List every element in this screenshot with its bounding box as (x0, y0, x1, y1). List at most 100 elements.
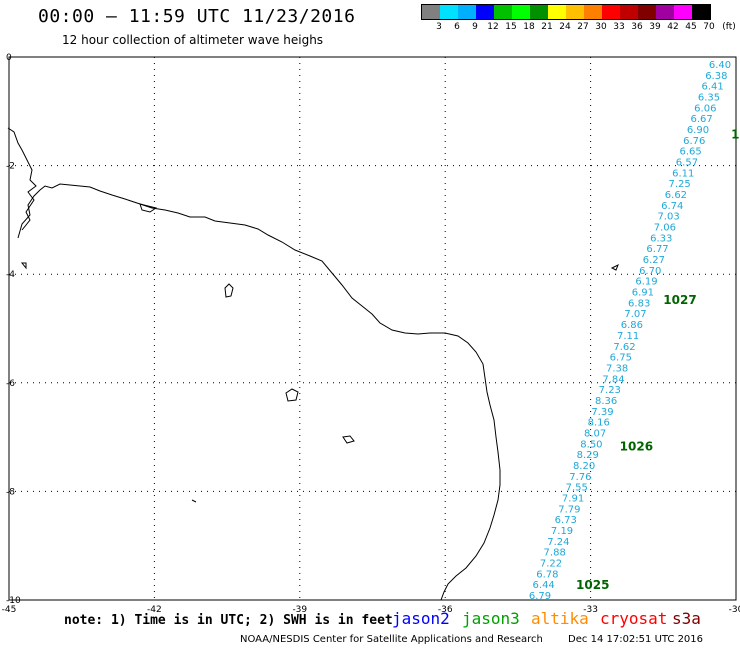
swh-value: 8.36 (595, 396, 617, 407)
swh-value: 7.39 (591, 407, 613, 418)
island (191, 499, 197, 503)
scale-label: 15 (505, 22, 517, 32)
swh-value: 8.20 (573, 461, 595, 472)
pressure-label: 10 (731, 127, 740, 141)
x-tick-label: -42 (147, 605, 162, 615)
map-grid (9, 57, 736, 600)
scale-label: 70 (703, 22, 715, 32)
swh-value: 6.41 (702, 82, 724, 93)
swh-value: 7.25 (668, 179, 690, 190)
satellite-altika: altika (531, 609, 589, 628)
scale-swatch (422, 5, 440, 19)
scale-label: 45 (685, 22, 697, 32)
swh-value: 7.06 (654, 223, 676, 234)
swh-value: 6.67 (690, 114, 712, 125)
x-tick-label: -33 (583, 605, 598, 615)
swh-value: 6.40 (709, 60, 731, 71)
south-america-coastline (17, 183, 501, 601)
scale-swatch (638, 5, 656, 19)
x-tick-label: -39 (292, 605, 307, 615)
scale-label: 6 (454, 22, 460, 32)
swh-value: 7.07 (624, 309, 646, 320)
pressure-labels: 10 1027 1026 1025 (576, 127, 740, 592)
scale-label: 21 (541, 22, 553, 32)
y-tick-label: -8 (6, 487, 15, 497)
swh-value: 6.35 (698, 93, 720, 104)
scale-label: 24 (559, 22, 571, 32)
scale-label: 12 (487, 22, 499, 32)
swh-value: 6.76 (683, 136, 705, 147)
island (20, 262, 27, 270)
scale-swatch (494, 5, 512, 19)
swh-value: 8.29 (577, 450, 599, 461)
swh-value: 6.33 (650, 233, 672, 244)
island (224, 283, 234, 298)
x-tick-label: -36 (438, 605, 453, 615)
footer: NOAA/NESDIS Center for Satellite Applica… (240, 634, 703, 645)
scale-label: 9 (472, 22, 478, 32)
northwest-coastline (7, 127, 37, 231)
swh-value: 7.62 (613, 342, 635, 353)
swh-value: 6.44 (533, 580, 555, 591)
scale-label: (ft) (722, 22, 736, 32)
map-axis-labels: -45 -42 -39 -36 -33 -30 0 -2 -4 -6 -8 -10 (2, 53, 740, 615)
altimeter-track: 6.406.386.416.356.066.676.906.766.656.57… (529, 60, 731, 602)
island (342, 435, 355, 444)
y-tick-label: -6 (6, 379, 15, 389)
map-frame (8, 56, 737, 601)
swh-value: 7.38 (606, 363, 628, 374)
swh-value: 6.74 (661, 201, 683, 212)
scale-swatch (656, 5, 674, 19)
note-text: note: 1) Time is in UTC; 2) SWH is in fe… (64, 613, 393, 628)
scale-label: 42 (667, 22, 679, 32)
footer-org: NOAA/NESDIS Center for Satellite Applica… (240, 634, 543, 645)
x-tick-label: -45 (2, 605, 17, 615)
x-tick-label: -30 (729, 605, 740, 615)
swh-value: 6.78 (536, 569, 558, 580)
scale-label: 36 (631, 22, 643, 32)
swh-value: 6.73 (555, 515, 577, 526)
map-subtitle: 12 hour collection of altimeter wave hei… (62, 33, 324, 47)
map-title: 00:00 – 11:59 UTC 11/23/2016 (38, 6, 356, 27)
swh-value: 7.11 (617, 331, 639, 342)
scale-label: 3 (436, 22, 442, 32)
scale-swatch (602, 5, 620, 19)
scale-swatch (458, 5, 476, 19)
satellite-cryosat: cryosat (600, 609, 668, 628)
color-scale-labels: 3 6 9 12 15 18 21 24 27 30 33 36 39 42 45 70 (ft) (421, 20, 736, 32)
scale-swatch (674, 5, 692, 19)
swh-value: 7.76 (569, 472, 591, 483)
swh-value: 7.19 (551, 526, 573, 537)
swh-value: 7.88 (544, 548, 566, 559)
scale-label: 33 (613, 22, 625, 32)
satellite-jason3: jason3 (462, 609, 520, 628)
swh-value: 7.91 (562, 493, 584, 504)
swh-value: 6.06 (694, 103, 716, 114)
swh-value: 6.65 (679, 147, 701, 158)
swh-value: 6.91 (632, 288, 654, 299)
swh-value: 6.11 (672, 168, 694, 179)
island (139, 203, 158, 213)
scale-label: 39 (649, 22, 661, 32)
scale-swatch (584, 5, 602, 19)
scale-swatch (440, 5, 458, 19)
swh-value: 6.19 (635, 277, 657, 288)
scale-label: 18 (523, 22, 535, 32)
swh-value: 6.90 (687, 125, 709, 136)
swh-value: 8.07 (584, 428, 606, 439)
swh-value: 7.24 (547, 537, 569, 548)
y-tick-label: -10 (6, 596, 21, 606)
island (285, 388, 299, 402)
color-scale-boxes (421, 4, 711, 20)
satellite-s3a: s3a (672, 609, 701, 628)
swh-value: 7.55 (566, 483, 588, 494)
swh-value: 6.75 (610, 353, 632, 364)
pressure-label: 1027 (663, 293, 696, 307)
scale-swatch (692, 5, 710, 19)
scale-swatch (566, 5, 584, 19)
y-tick-label: 0 (6, 53, 12, 63)
scale-swatch (548, 5, 566, 19)
pressure-label: 1025 (576, 578, 609, 592)
wave-height-color-scale: 3 6 9 12 15 18 21 24 27 30 33 36 39 42 45 70 (ft) (421, 4, 736, 32)
